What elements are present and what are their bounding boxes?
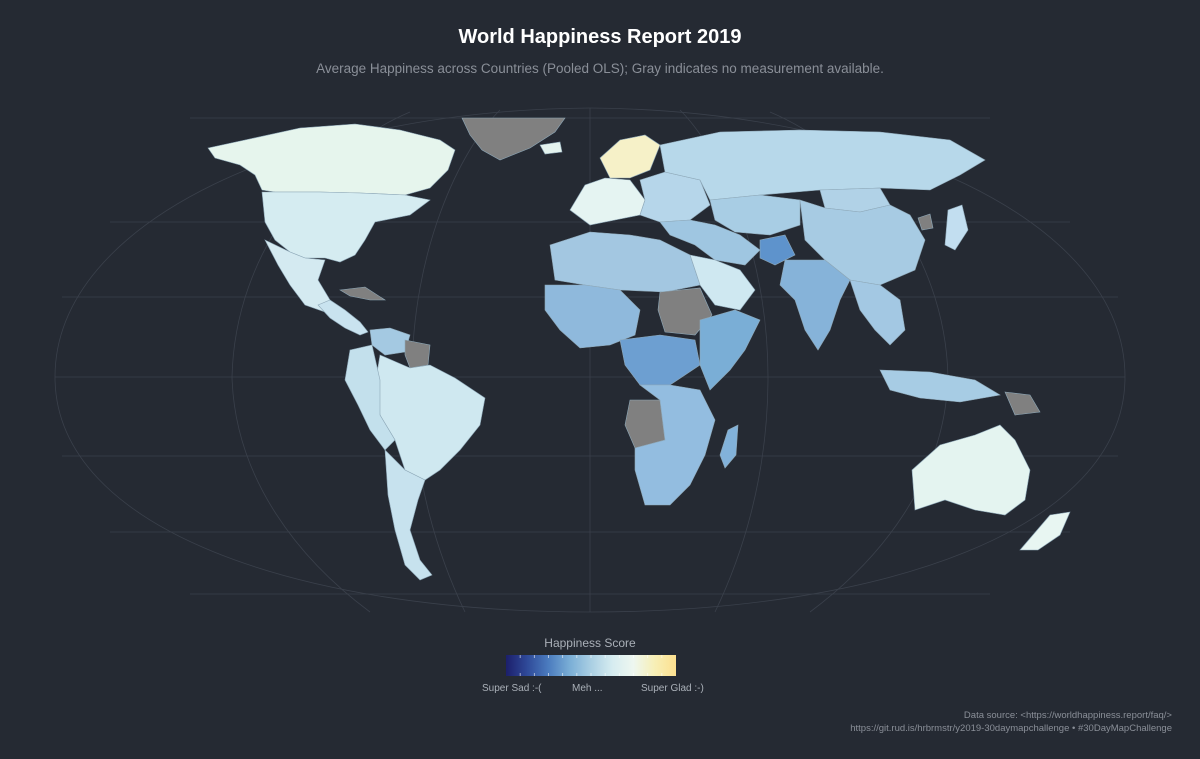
japan-region (944, 204, 969, 251)
legend-label-high: Super Glad :-) (641, 683, 704, 694)
data-source-text: Data source: <https://worldhappiness.rep… (963, 710, 1172, 721)
saudi-region (689, 254, 756, 311)
west-africa-region (544, 284, 641, 349)
russia-region (659, 129, 986, 201)
repo-link-text: https://git.rud.is/hrbrmstr/y2019-30daym… (850, 723, 1172, 734)
nordics-region (599, 134, 661, 179)
legend-title: Happiness Score (544, 636, 636, 650)
western-europe-region (569, 177, 646, 226)
china-region (799, 199, 926, 286)
legend-label-low: Super Sad :-( (482, 683, 542, 694)
legend-label-mid: Meh ... (572, 683, 603, 694)
argentina-region (384, 449, 433, 581)
east-africa-region (699, 309, 761, 391)
central-africa-region (619, 334, 701, 386)
caption: Data source: <https://worldhappiness.rep… (850, 709, 1172, 735)
north-korea-region (917, 213, 934, 231)
png-region (1004, 391, 1041, 416)
india-region (779, 259, 851, 351)
north-africa-region (549, 231, 701, 293)
cuba-region (339, 286, 387, 301)
greenland-region (461, 117, 566, 161)
southern-africa-region (634, 384, 716, 506)
central-asia-region (709, 194, 801, 236)
sudan-region (657, 287, 713, 336)
indonesia-region (879, 369, 1001, 403)
middle-east-region (659, 219, 761, 266)
venezuela-region (369, 327, 411, 356)
chart-title: World Happiness Report 2019 (458, 26, 742, 48)
new-zealand-region (1019, 511, 1071, 551)
southeast-asia-region (849, 279, 906, 346)
angola-region (624, 399, 666, 449)
chart-subtitle: Average Happiness across Countries (Pool… (316, 61, 884, 76)
guyana-region (404, 339, 431, 369)
andes-region (344, 344, 396, 451)
iceland-region (539, 141, 563, 155)
legend-gradient-bar (506, 655, 676, 676)
canada-region (207, 123, 456, 196)
usa-region (261, 191, 431, 263)
madagascar-region (719, 424, 739, 469)
central-america-region (317, 299, 369, 336)
australia-region (911, 424, 1031, 516)
